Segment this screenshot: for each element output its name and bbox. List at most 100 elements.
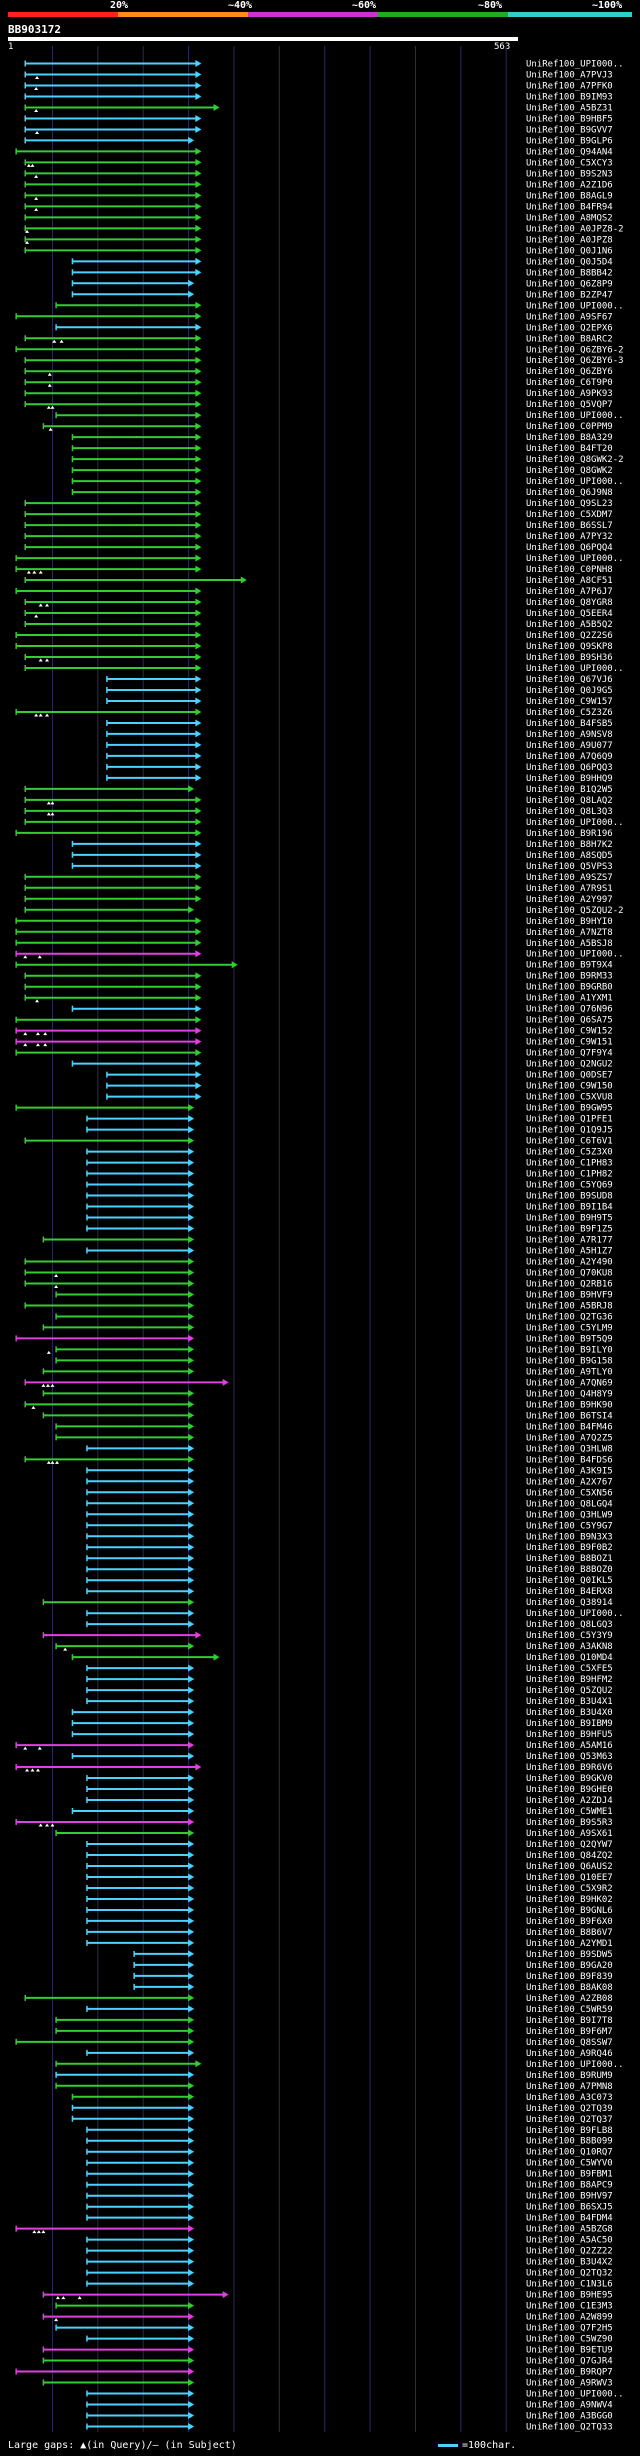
hit-label[interactable]: UniRef100_A8SQD5 [526, 851, 613, 861]
hit-row[interactable]: UniRef100_A9SF67 [15, 312, 613, 322]
hit-row[interactable]: UniRef100_C5Z3Z6 [15, 708, 613, 718]
hit-label[interactable]: UniRef100_A7NZT8 [526, 928, 613, 938]
hit-row[interactable]: UniRef100_B3U4X2 [86, 2258, 613, 2268]
hit-row[interactable]: UniRef100_B9F1Z5 [86, 1225, 613, 1235]
hit-label[interactable]: UniRef100_A1YXM1 [526, 994, 613, 1004]
hit-row[interactable]: UniRef100_B4FM46 [55, 1422, 613, 1432]
hit-label[interactable]: UniRef100_B9S5R3 [526, 1818, 613, 1828]
hit-label[interactable]: UniRef100_Q0DSE7 [526, 1071, 613, 1081]
hit-row[interactable]: UniRef100_A7PFK0 [24, 81, 613, 91]
hit-label[interactable]: UniRef100_B6SXJ5 [526, 2203, 613, 2213]
hit-label[interactable]: UniRef100_C6T6V1 [526, 1137, 613, 1147]
hit-label[interactable]: UniRef100_UPI000.. [526, 477, 624, 487]
hit-label[interactable]: UniRef100_A9PK93 [526, 389, 613, 399]
hit-label[interactable]: UniRef100_Q3HLW8 [526, 1444, 613, 1454]
hit-label[interactable]: UniRef100_A7P6J7 [526, 587, 613, 597]
hit-label[interactable]: UniRef100_A5BZ31 [526, 103, 613, 113]
hit-label[interactable]: UniRef100_B4FT20 [526, 444, 613, 454]
hit-row[interactable]: UniRef100_A9NSV8 [106, 730, 613, 740]
hit-row[interactable]: UniRef100_C5WYV0 [86, 2159, 613, 2169]
hit-row[interactable]: UniRef100_B9I1B4 [86, 1203, 613, 1213]
hit-label[interactable]: UniRef100_A7PVJ3 [526, 70, 613, 80]
hit-label[interactable]: UniRef100_B9HHQ9 [526, 774, 613, 784]
hit-label[interactable]: UniRef100_Q6Z8P9 [526, 279, 613, 289]
hit-row[interactable]: UniRef100_C5XN56 [86, 1488, 613, 1498]
hit-row[interactable]: UniRef100_B9RUM9 [55, 2071, 613, 2081]
hit-label[interactable]: UniRef100_B9GVV7 [526, 125, 613, 135]
hit-row[interactable]: UniRef100_C5WZ90 [86, 2335, 613, 2345]
hit-row[interactable]: UniRef100_A2X767 [86, 1477, 613, 1487]
hit-label[interactable]: UniRef100_C5XDM7 [526, 510, 613, 520]
hit-label[interactable]: UniRef100_B6SSL7 [526, 521, 613, 531]
hit-label[interactable]: UniRef100_Q7F2H5 [526, 2324, 613, 2334]
hit-row[interactable]: UniRef100_A7NZT8 [15, 928, 613, 938]
hit-row[interactable]: UniRef100_Q76N96 [71, 1005, 613, 1015]
hit-row[interactable]: UniRef100_B9RM33 [24, 972, 613, 982]
hit-label[interactable]: UniRef100_Q6AUS2 [526, 1862, 613, 1872]
hit-label[interactable]: UniRef100_UPI000.. [526, 59, 624, 69]
hit-row[interactable]: UniRef100_A9NWV4 [86, 2401, 613, 2411]
hit-row[interactable]: UniRef100_Q3HLW9 [86, 1510, 613, 1520]
hit-label[interactable]: UniRef100_B8AK08 [526, 1983, 613, 1993]
hit-row[interactable]: UniRef100_UPI000.. [55, 411, 624, 421]
hit-row[interactable]: UniRef100_Q2TQ32 [86, 2269, 613, 2279]
hit-label[interactable]: UniRef100_C1E3M3 [526, 2302, 613, 2312]
hit-label[interactable]: UniRef100_A0JPZ8 [526, 235, 613, 245]
hit-row[interactable]: UniRef100_B9GHE0 [86, 1785, 613, 1795]
hit-row[interactable]: UniRef100_A7Q2Z5 [55, 1433, 613, 1443]
hit-row[interactable]: UniRef100_A7PVJ3 [24, 70, 613, 80]
hit-label[interactable]: UniRef100_B9HFU5 [526, 1730, 613, 1740]
hit-label[interactable]: UniRef100_A8MQS2 [526, 213, 613, 223]
hit-label[interactable]: UniRef100_C0PPM9 [526, 422, 613, 432]
hit-label[interactable]: UniRef100_A7PFK0 [526, 81, 613, 91]
hit-row[interactable]: UniRef100_Q2QYW7 [86, 1840, 613, 1850]
hit-label[interactable]: UniRef100_B9FBM1 [526, 2170, 613, 2180]
hit-row[interactable]: UniRef100_Q9SL23 [24, 499, 613, 509]
hit-label[interactable]: UniRef100_B9F839 [526, 1972, 613, 1982]
hit-row[interactable]: UniRef100_Q2Z2S6 [15, 631, 613, 641]
hit-label[interactable]: UniRef100_B9HE95 [526, 2291, 613, 2301]
hit-row[interactable]: UniRef100_A2ZB08 [24, 1994, 613, 2004]
hit-row[interactable]: UniRef100_B8BOZ1 [86, 1554, 613, 1564]
hit-label[interactable]: UniRef100_C1PH83 [526, 1159, 613, 1169]
hit-label[interactable]: UniRef100_B4FDS6 [526, 1455, 613, 1465]
hit-row[interactable]: UniRef100_B9FLB8 [86, 2126, 613, 2136]
hit-row[interactable]: UniRef100_C5YQ69 [86, 1181, 613, 1191]
hit-row[interactable]: UniRef100_UPI000.. [71, 477, 624, 487]
hit-row[interactable]: UniRef100_B9SH36 [24, 653, 613, 663]
hit-label[interactable]: UniRef100_UPI000.. [526, 1609, 624, 1619]
hit-label[interactable]: UniRef100_C0PNH8 [526, 565, 613, 575]
hit-row[interactable]: UniRef100_Q5VPS3 [71, 862, 613, 872]
hit-row[interactable]: UniRef100_Q3HLW8 [86, 1444, 613, 1454]
hit-row[interactable]: UniRef100_B6SXJ5 [86, 2203, 613, 2213]
hit-row[interactable]: UniRef100_Q1Q9J5 [86, 1126, 613, 1136]
hit-label[interactable]: UniRef100_A8CF51 [526, 576, 613, 586]
hit-row[interactable]: UniRef100_C5WR59 [86, 2005, 613, 2015]
hit-row[interactable]: UniRef100_UPI000.. [86, 2390, 624, 2400]
hit-label[interactable]: UniRef100_Q6PQQ3 [526, 763, 613, 773]
hit-label[interactable]: UniRef100_Q8GWK2 [526, 466, 613, 476]
hit-row[interactable]: UniRef100_Q10RQ7 [86, 2148, 613, 2158]
hit-row[interactable]: UniRef100_UPI000.. [15, 950, 624, 960]
hit-label[interactable]: UniRef100_A3AKN8 [526, 1642, 613, 1652]
hit-row[interactable]: UniRef100_B9T9X4 [15, 961, 613, 971]
hit-row[interactable]: UniRef100_Q5ZQU2-2 [24, 906, 624, 916]
hit-row[interactable]: UniRef100_B6SSL7 [24, 521, 613, 531]
hit-row[interactable]: UniRef100_UPI000.. [55, 2060, 624, 2070]
hit-label[interactable]: UniRef100_B9I1B4 [526, 1203, 613, 1213]
hit-row[interactable]: UniRef100_B4FDS6 [24, 1455, 613, 1465]
hit-row[interactable]: UniRef100_C6T9P0 [24, 378, 613, 388]
hit-label[interactable]: UniRef100_B9RQP7 [526, 2368, 613, 2378]
hit-label[interactable]: UniRef100_Q10EE7 [526, 1873, 613, 1883]
hit-row[interactable]: UniRef100_B9HYI0 [15, 917, 613, 927]
hit-row[interactable]: UniRef100_A8SQD5 [71, 851, 613, 861]
hit-label[interactable]: UniRef100_B9GNL6 [526, 1906, 613, 1916]
hit-label[interactable]: UniRef100_A9NWV4 [526, 2401, 613, 2411]
hit-label[interactable]: UniRef100_B4FDM4 [526, 2214, 613, 2224]
hit-row[interactable]: UniRef100_A7R177 [42, 1236, 613, 1246]
hit-label[interactable]: UniRef100_B4FR94 [526, 202, 613, 212]
hit-row[interactable]: UniRef100_B9HFU5 [71, 1730, 613, 1740]
hit-row[interactable]: UniRef100_Q6ZBY6-2 [15, 345, 624, 355]
hit-label[interactable]: UniRef100_B9RUM9 [526, 2071, 613, 2081]
hit-row[interactable]: UniRef100_A5BZG8 [15, 2225, 613, 2235]
